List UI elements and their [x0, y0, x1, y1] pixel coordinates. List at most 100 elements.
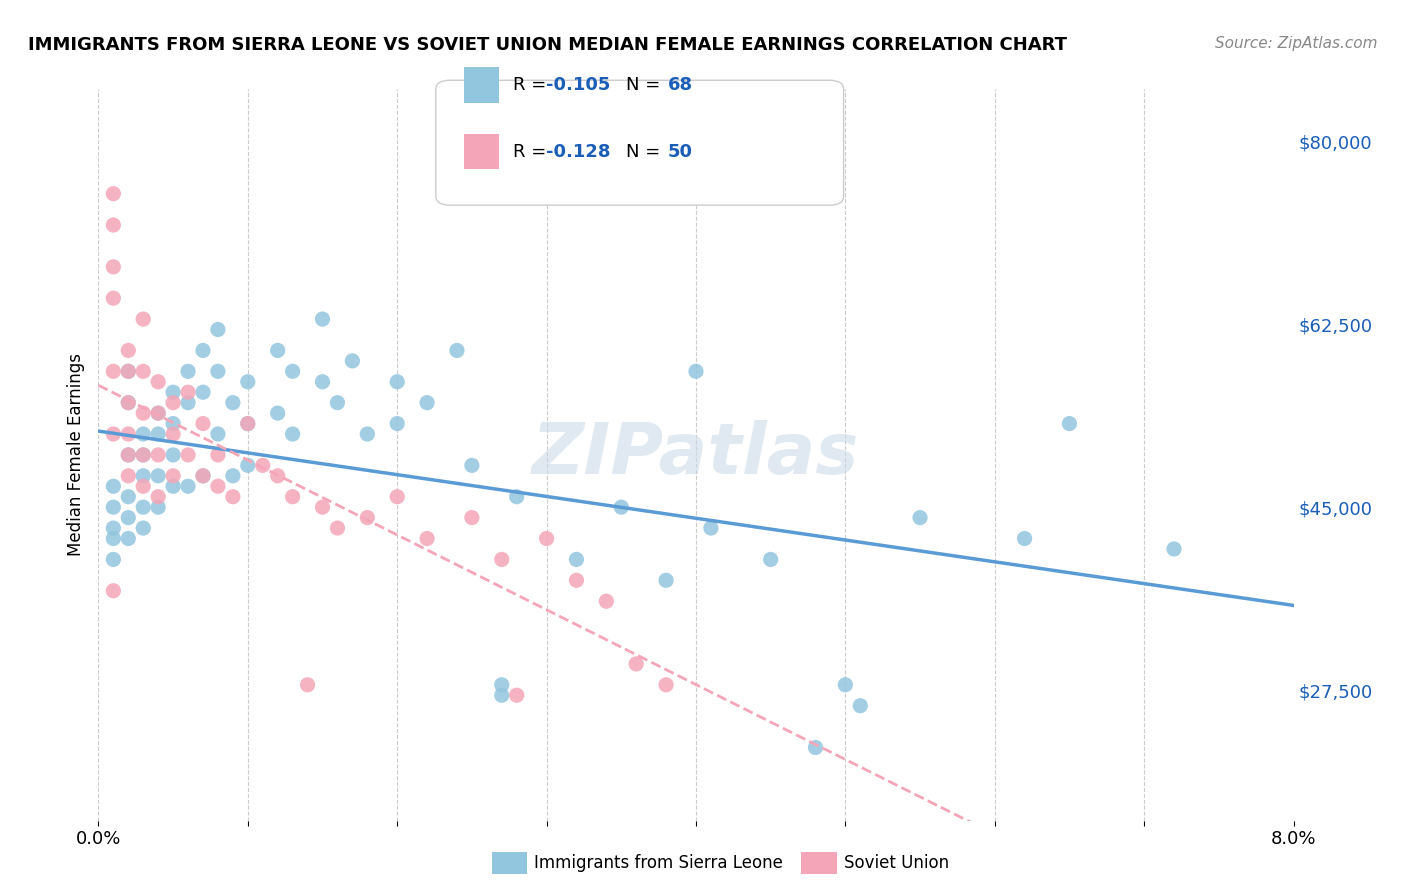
- Point: [610, 500, 633, 515]
- Text: N =: N =: [626, 143, 665, 161]
- Point: [267, 406, 290, 420]
- Point: [148, 448, 170, 462]
- Point: [207, 322, 229, 336]
- Point: [416, 395, 439, 409]
- Y-axis label: Median Female Earnings: Median Female Earnings: [66, 353, 84, 557]
- Point: [385, 375, 409, 389]
- Point: [132, 364, 155, 378]
- Point: [103, 186, 125, 201]
- Point: [103, 479, 125, 493]
- Text: R =: R =: [513, 76, 553, 94]
- Text: -0.128: -0.128: [546, 143, 610, 161]
- Point: [595, 594, 617, 608]
- Point: [103, 500, 125, 515]
- Text: R =: R =: [513, 143, 553, 161]
- Point: [759, 552, 782, 566]
- Point: [191, 468, 214, 483]
- Point: [162, 479, 184, 493]
- Point: [117, 448, 139, 462]
- Point: [461, 458, 484, 473]
- Point: [117, 364, 139, 378]
- Point: [1163, 541, 1185, 556]
- Point: [177, 364, 200, 378]
- Point: [491, 688, 513, 702]
- Point: [132, 312, 155, 326]
- Point: [117, 510, 139, 524]
- Point: [132, 448, 155, 462]
- Point: [103, 583, 125, 598]
- Point: [162, 417, 184, 431]
- Text: -0.105: -0.105: [546, 76, 610, 94]
- Point: [148, 427, 170, 442]
- Point: [565, 552, 588, 566]
- Point: [506, 688, 529, 702]
- Point: [385, 490, 409, 504]
- Point: [132, 479, 155, 493]
- Point: [267, 343, 290, 358]
- Point: [132, 468, 155, 483]
- Point: [117, 427, 139, 442]
- Point: [191, 343, 214, 358]
- Text: Source: ZipAtlas.com: Source: ZipAtlas.com: [1215, 36, 1378, 51]
- Point: [1059, 417, 1081, 431]
- Point: [103, 427, 125, 442]
- Point: [236, 375, 259, 389]
- Point: [117, 448, 139, 462]
- Point: [207, 364, 229, 378]
- Point: [908, 510, 931, 524]
- Point: [117, 490, 139, 504]
- Point: [236, 417, 259, 431]
- Point: [342, 354, 364, 368]
- Point: [103, 291, 125, 305]
- Point: [132, 521, 155, 535]
- Point: [103, 521, 125, 535]
- Point: [117, 343, 139, 358]
- Point: [506, 490, 529, 504]
- Point: [132, 406, 155, 420]
- Point: [162, 468, 184, 483]
- Point: [162, 385, 184, 400]
- Point: [222, 395, 245, 409]
- Point: [849, 698, 872, 713]
- Point: [117, 395, 139, 409]
- Point: [191, 385, 214, 400]
- Point: [207, 427, 229, 442]
- Point: [132, 500, 155, 515]
- Point: [446, 343, 468, 358]
- Point: [311, 375, 333, 389]
- Point: [103, 260, 125, 274]
- Point: [117, 395, 139, 409]
- Point: [236, 458, 259, 473]
- Point: [491, 678, 513, 692]
- Point: [326, 395, 349, 409]
- Point: [162, 427, 184, 442]
- Point: [804, 740, 827, 755]
- Text: 68: 68: [668, 76, 693, 94]
- Point: [655, 678, 678, 692]
- Point: [834, 678, 856, 692]
- Point: [311, 500, 333, 515]
- Point: [177, 448, 200, 462]
- Point: [252, 458, 274, 473]
- Text: IMMIGRANTS FROM SIERRA LEONE VS SOVIET UNION MEDIAN FEMALE EARNINGS CORRELATION : IMMIGRANTS FROM SIERRA LEONE VS SOVIET U…: [28, 36, 1067, 54]
- Point: [356, 510, 378, 524]
- Point: [222, 468, 245, 483]
- Point: [148, 490, 170, 504]
- Point: [236, 417, 259, 431]
- Point: [103, 218, 125, 232]
- Text: Soviet Union: Soviet Union: [844, 855, 949, 872]
- Point: [207, 448, 229, 462]
- Point: [191, 468, 214, 483]
- Point: [148, 375, 170, 389]
- Point: [117, 364, 139, 378]
- Point: [700, 521, 723, 535]
- Point: [148, 468, 170, 483]
- Point: [117, 468, 139, 483]
- Point: [491, 552, 513, 566]
- Point: [685, 364, 707, 378]
- Point: [536, 532, 558, 546]
- Point: [1014, 532, 1036, 546]
- Point: [356, 427, 378, 442]
- Point: [267, 468, 290, 483]
- Point: [222, 490, 245, 504]
